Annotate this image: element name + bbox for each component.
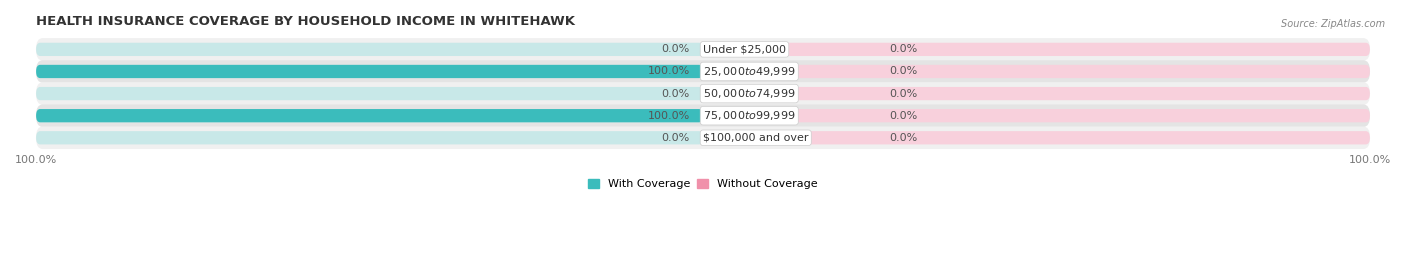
Text: 0.0%: 0.0% xyxy=(890,111,918,121)
Text: 100.0%: 100.0% xyxy=(647,111,690,121)
Text: 0.0%: 0.0% xyxy=(890,133,918,143)
FancyBboxPatch shape xyxy=(37,38,1369,61)
Text: 100.0%: 100.0% xyxy=(647,66,690,76)
FancyBboxPatch shape xyxy=(37,109,703,122)
FancyBboxPatch shape xyxy=(37,43,703,56)
FancyBboxPatch shape xyxy=(37,131,703,144)
Legend: With Coverage, Without Coverage: With Coverage, Without Coverage xyxy=(583,175,823,194)
Text: 0.0%: 0.0% xyxy=(661,133,690,143)
FancyBboxPatch shape xyxy=(703,87,1369,100)
Text: 0.0%: 0.0% xyxy=(890,66,918,76)
FancyBboxPatch shape xyxy=(703,109,1369,122)
Text: Source: ZipAtlas.com: Source: ZipAtlas.com xyxy=(1281,19,1385,29)
Text: 0.0%: 0.0% xyxy=(890,89,918,98)
FancyBboxPatch shape xyxy=(37,126,1369,149)
FancyBboxPatch shape xyxy=(37,82,1369,105)
FancyBboxPatch shape xyxy=(37,65,703,78)
Text: $100,000 and over: $100,000 and over xyxy=(703,133,808,143)
FancyBboxPatch shape xyxy=(37,104,1369,127)
FancyBboxPatch shape xyxy=(703,131,1369,144)
Text: Under $25,000: Under $25,000 xyxy=(703,44,786,54)
Text: HEALTH INSURANCE COVERAGE BY HOUSEHOLD INCOME IN WHITEHAWK: HEALTH INSURANCE COVERAGE BY HOUSEHOLD I… xyxy=(37,15,575,28)
Text: 0.0%: 0.0% xyxy=(661,89,690,98)
FancyBboxPatch shape xyxy=(37,87,703,100)
FancyBboxPatch shape xyxy=(37,65,703,78)
Text: 0.0%: 0.0% xyxy=(661,44,690,54)
FancyBboxPatch shape xyxy=(703,43,1369,56)
FancyBboxPatch shape xyxy=(37,60,1369,83)
Text: $75,000 to $99,999: $75,000 to $99,999 xyxy=(703,109,796,122)
Text: 0.0%: 0.0% xyxy=(890,44,918,54)
Text: $25,000 to $49,999: $25,000 to $49,999 xyxy=(703,65,796,78)
FancyBboxPatch shape xyxy=(703,65,1369,78)
Text: $50,000 to $74,999: $50,000 to $74,999 xyxy=(703,87,796,100)
FancyBboxPatch shape xyxy=(37,109,703,122)
